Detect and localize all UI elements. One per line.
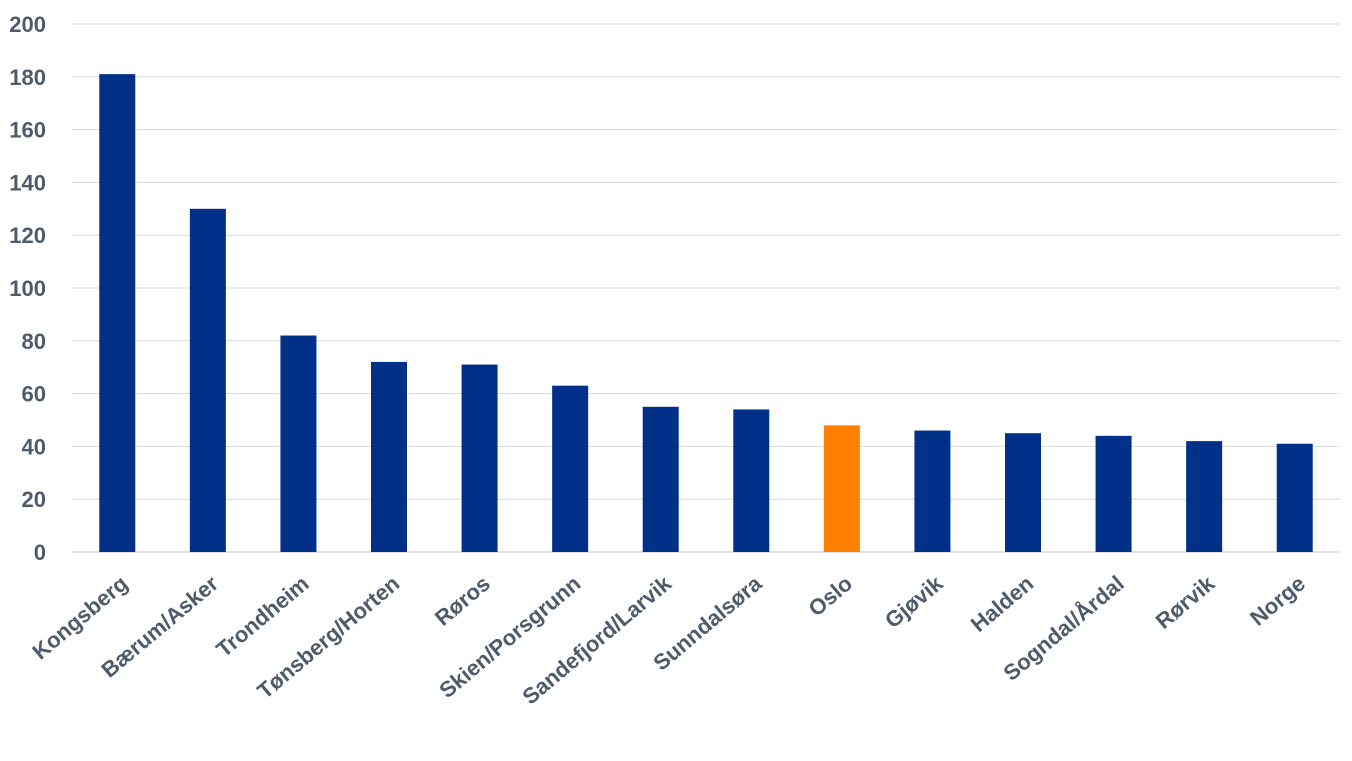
x-tick-label: Oslo bbox=[804, 571, 858, 622]
bar-4 bbox=[461, 364, 498, 552]
y-tick-label: 160 bbox=[9, 118, 46, 143]
x-tick-label: Norge bbox=[1245, 571, 1310, 631]
y-tick-label: 40 bbox=[22, 434, 46, 459]
y-tick-label: 120 bbox=[9, 223, 46, 248]
x-axis-tick-labels: KongsbergBærum/AskerTrondheimTønsberg/Ho… bbox=[27, 570, 1309, 709]
y-axis-tick-labels: 0 20 40 60 80 100 120 140 160 180 200 bbox=[9, 12, 46, 565]
x-tick-label: Halden bbox=[966, 571, 1038, 637]
bar-12 bbox=[1186, 441, 1223, 552]
y-tick-label: 0 bbox=[34, 540, 46, 565]
bar-1 bbox=[189, 208, 226, 553]
bar-6 bbox=[642, 406, 679, 552]
x-tick-label: Rørvik bbox=[1151, 570, 1220, 634]
y-tick-label: 20 bbox=[22, 487, 46, 512]
bar-7 bbox=[733, 409, 770, 552]
x-tick-label: Sandefjord/Larvik bbox=[517, 570, 676, 709]
y-tick-label: 60 bbox=[22, 382, 46, 407]
y-tick-label: 80 bbox=[22, 329, 46, 354]
bar-5 bbox=[552, 385, 589, 552]
x-tick-label: Gjøvik bbox=[880, 570, 948, 633]
y-tick-label: 100 bbox=[9, 276, 46, 301]
y-tick-label: 180 bbox=[9, 65, 46, 90]
bar-8 bbox=[823, 425, 860, 552]
bar-9 bbox=[914, 430, 951, 552]
bar-11 bbox=[1095, 435, 1132, 552]
y-tick-label: 200 bbox=[9, 12, 46, 37]
bar-13 bbox=[1276, 443, 1313, 552]
bar-2 bbox=[280, 335, 317, 552]
x-tick-label: Røros bbox=[430, 571, 495, 631]
bar-0 bbox=[99, 74, 136, 552]
gridlines bbox=[72, 23, 1340, 553]
bar-10 bbox=[1005, 433, 1041, 552]
bar-3 bbox=[371, 361, 407, 552]
bars bbox=[99, 74, 1313, 553]
y-tick-label: 140 bbox=[9, 170, 46, 195]
